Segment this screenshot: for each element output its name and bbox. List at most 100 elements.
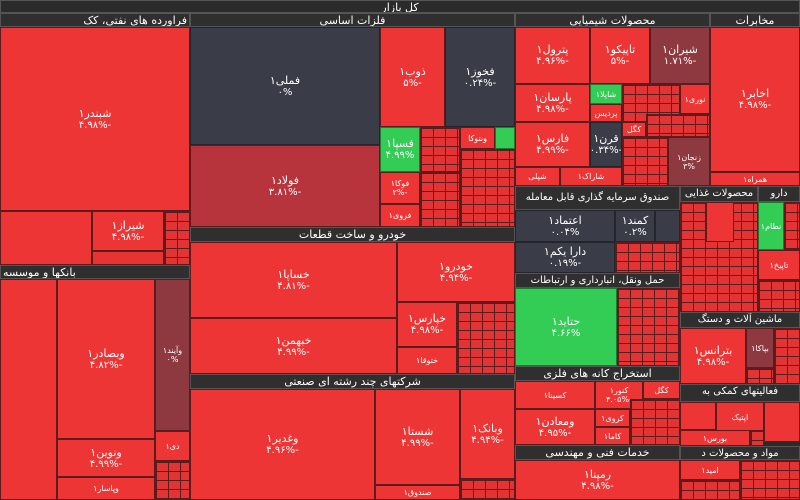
tile-vebsader[interactable]: وبصادر۱ -۴.۸۲% <box>57 279 155 439</box>
tile-kasra[interactable] <box>680 402 716 430</box>
tile-akhaber[interactable]: اخابر۱ -۴.۹۸% <box>710 27 800 172</box>
tile-metals-green[interactable] <box>495 127 515 149</box>
tile-shbandar[interactable]: شبندر۱ -۴.۹۸% <box>0 27 190 211</box>
tile-khesapa[interactable]: خساپا۱ -۴.۸۱% <box>190 242 397 318</box>
tile-vantoka[interactable]: ونتوکا <box>460 127 495 149</box>
tile-vanovin[interactable]: ونوین۱ -۴.۹۹% <box>57 439 155 477</box>
tile-fars[interactable]: فارس۱ -۴.۹۹% <box>515 122 590 167</box>
machinery-small-tiles-b[interactable] <box>746 368 774 384</box>
tile-amid[interactable]: امید۱ <box>680 460 740 480</box>
tile-fameli[interactable]: فملی۱ ۰% <box>190 27 380 145</box>
sector-food-header[interactable]: محصولات غذایی <box>680 186 758 202</box>
tile-khodro[interactable]: خودرو۱ -۴.۹۴% <box>397 242 515 302</box>
pharma-small-tiles-b[interactable] <box>758 280 800 312</box>
banks-small-tiles[interactable] <box>155 461 190 500</box>
mining-small-tiles[interactable] <box>630 399 680 445</box>
invest-small-tiles[interactable] <box>615 242 680 273</box>
tile-khetooka[interactable]: ختوقا۱ <box>397 347 457 374</box>
pharma-small-tiles[interactable] <box>784 202 800 250</box>
materials-small-tiles-b[interactable] <box>680 480 740 500</box>
tile-daraykom[interactable]: دارا یکم۱ -۰.۱۹% <box>515 242 615 273</box>
tile-tapiko[interactable]: تاپیکو۱ -۵% <box>590 27 650 84</box>
tile-shiran[interactable]: شیران۱ -۱.۷۱% <box>650 27 710 84</box>
oil-small-tiles[interactable] <box>164 211 190 265</box>
sector-chem-header[interactable]: محصولات شیمیایی <box>515 13 710 27</box>
sector-invest-header[interactable]: صندوق سرمایه گذاری قابل معامله <box>515 186 680 210</box>
tile-vemaden[interactable]: ومعادن۱ -۴.۹۵% <box>515 409 595 445</box>
sector-transport-header[interactable]: حمل ونقل، انبارداری و ارتباطات <box>515 273 680 288</box>
sector-mining-header[interactable]: استخراج کانه های فلزی <box>515 366 680 381</box>
tile-kegolm[interactable]: کگل <box>643 381 680 399</box>
tile-zangan[interactable]: زنجان۱ ۳% <box>668 137 710 186</box>
tile-kosina[interactable]: کسینا۱ <box>515 381 595 409</box>
tile-aptik[interactable]: اپتیک <box>716 402 764 432</box>
sector-multi-header[interactable]: شرکتهای چند رشته ای صنعتی <box>190 374 515 389</box>
tile-sharak[interactable]: شاراک۱ <box>560 167 622 186</box>
tile-khebahman[interactable]: خبهمن۱ -۴.۹۹% <box>190 318 397 374</box>
tile-food-a[interactable] <box>706 202 734 242</box>
sector-auto-header[interactable]: خودرو و ساخت قطعات <box>190 227 515 242</box>
tile-vaped[interactable]: وآیند۱ ۰% <box>155 279 190 431</box>
tile-banks-big[interactable] <box>0 279 57 500</box>
tile-kroi[interactable]: کروی۱ <box>595 409 630 427</box>
sector-support-header[interactable]: فعالیتهای کمکی به <box>680 384 800 402</box>
chem-small-tiles-a[interactable] <box>622 84 680 122</box>
tile-ranpika[interactable]: رمپنا۱ -۴.۹۸% <box>515 460 680 500</box>
oil-filler[interactable] <box>92 251 164 265</box>
tile-betranes[interactable]: بترانس۱ -۴.۹۸% <box>680 328 746 384</box>
tile-hamrah[interactable]: همراه۱ <box>710 172 800 186</box>
tile-fakhas[interactable] <box>764 402 800 442</box>
metals-small-tiles-c[interactable] <box>420 172 460 227</box>
sector-machinery-header[interactable]: ماشین آلات و دستگ <box>680 312 800 328</box>
tile-kegol[interactable]: کگل <box>622 122 646 137</box>
tile-boorse[interactable]: بورس۱ <box>680 430 750 446</box>
chem-small-tiles-c[interactable] <box>646 114 710 137</box>
sector-metals-header[interactable]: فلزات اساسی <box>190 13 515 27</box>
tile-pardis[interactable]: پردیس <box>590 104 622 122</box>
tile-oil-extra[interactable] <box>0 211 92 265</box>
tile-noori[interactable]: نوری۱ <box>680 84 710 114</box>
machinery-small-tiles[interactable] <box>774 328 800 384</box>
metals-small-tiles-b[interactable] <box>460 149 515 227</box>
tile-fesepa[interactable]: فسپا۱ ۴.۹۹% <box>380 127 420 172</box>
tile-shaplan[interactable]: شاپلا۱ <box>590 84 622 104</box>
sector-oil-header[interactable]: فراورده های نفتی، کک <box>0 13 190 27</box>
multi-small-tiles[interactable] <box>460 479 515 500</box>
tile-tapikh[interactable]: تاپیخ۱ <box>758 250 800 280</box>
tile-kamand[interactable]: کمند۱ ۰.۲% <box>615 210 655 242</box>
sector-materials-header[interactable]: مواد و محصولات د <box>680 446 800 460</box>
tile-fooka[interactable]: فوکا۱ -۲% <box>380 172 420 204</box>
tile-parsan[interactable]: پارسان۱ -۴.۹۸% <box>515 84 590 122</box>
tile-zob[interactable]: ذوب۱ -۵% <box>380 27 445 127</box>
sector-telecom-header[interactable]: مخابرات <box>710 13 800 27</box>
sector-pharma-header[interactable]: دارو <box>758 186 800 202</box>
tile-fakhooz[interactable]: فخوز۱ -۰.۲۴% <box>445 27 515 127</box>
tile-shasta[interactable]: شستا۱ -۴.۹۹% <box>375 389 460 485</box>
tile-foroi[interactable]: فروی۱ <box>380 204 420 227</box>
tile-petrol[interactable]: پترول۱ -۴.۹۶% <box>515 27 590 84</box>
tile-kama[interactable]: کاما۱ <box>595 427 630 445</box>
tile-foolad[interactable]: فولاد۱ -۳.۸۱% <box>190 145 380 227</box>
tile-bapaka[interactable]: بپاکا۱ <box>746 328 774 368</box>
auto-small-tiles[interactable] <box>457 302 515 374</box>
tile-khepars[interactable]: خپارس۱ -۴.۹۸% <box>397 302 457 347</box>
tile-dey[interactable]: دی۱ <box>155 431 190 461</box>
support-small-tiles[interactable] <box>750 430 764 446</box>
tile-sandoogh[interactable]: صندوق۱ <box>375 485 460 500</box>
tile-hatayd[interactable]: حتاید۱ ۴.۶۶% <box>515 288 617 366</box>
sector-banks-header[interactable]: بانکها و موسسه <box>0 265 190 279</box>
tile-vepasar[interactable]: وپاسار۱ <box>57 477 155 500</box>
tile-vaghdir[interactable]: وغدیر۱ -۴.۹۶% <box>190 389 375 500</box>
tile-qarn[interactable]: قرن۱ -۰.۳۴% <box>590 122 622 167</box>
tile-invest-extra[interactable] <box>655 210 680 242</box>
tile-shiraz[interactable]: شیراز۱ -۴.۹۸% <box>92 211 164 251</box>
materials-small-tiles[interactable] <box>740 460 800 500</box>
chem-small-tiles-b[interactable] <box>622 137 668 186</box>
tile-nattam[interactable]: نطام۱ <box>758 202 784 250</box>
tile-etemad[interactable]: اعتماد۱ ۰.۰۴% <box>515 210 615 242</box>
metals-small-tiles-a[interactable] <box>420 127 460 172</box>
tile-vebank[interactable]: وبانک۱ -۴.۹۴% <box>460 389 515 479</box>
tile-shapli[interactable]: شپلی <box>515 167 560 186</box>
sector-tech-header[interactable]: خدمات فنی و مهندسی <box>515 445 680 460</box>
transport-small-tiles[interactable] <box>617 288 680 366</box>
